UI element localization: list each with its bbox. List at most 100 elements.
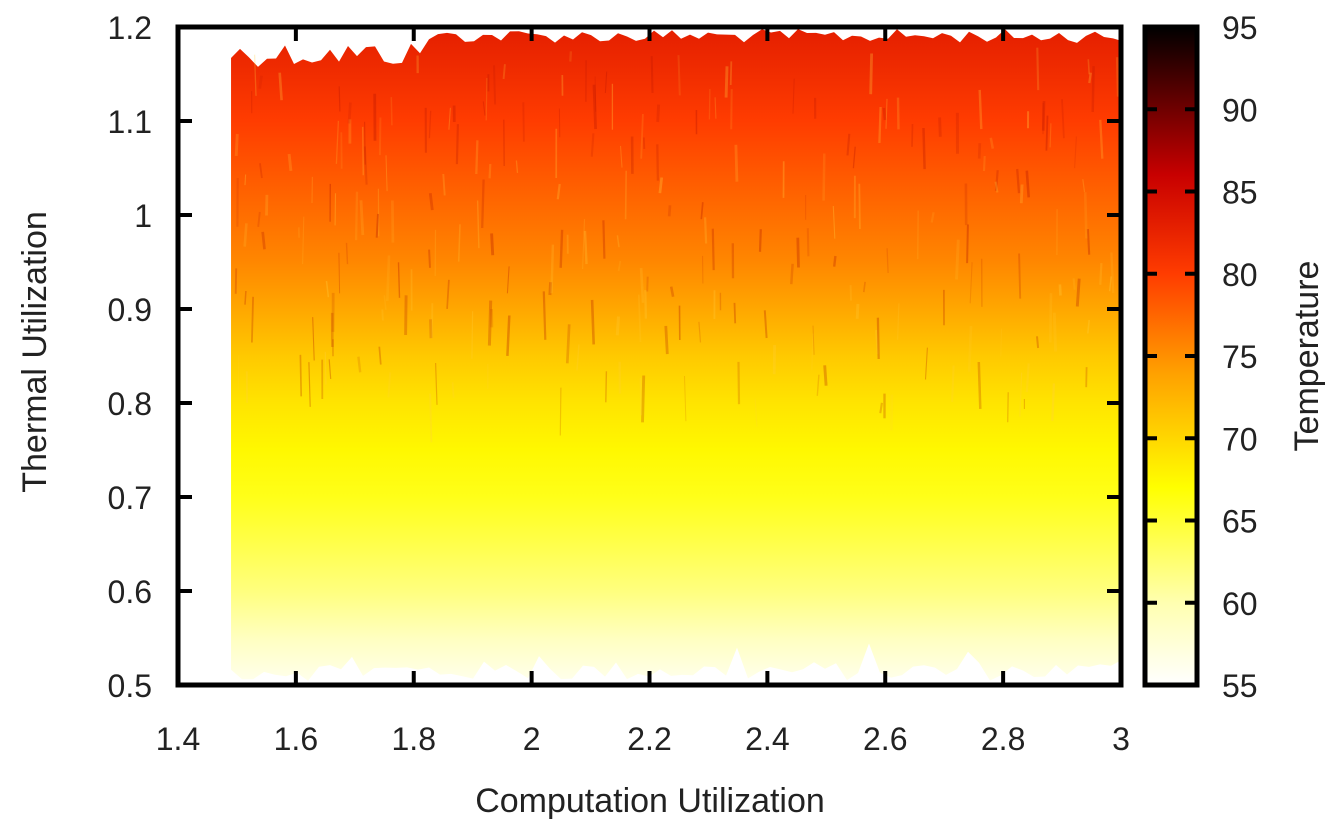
x-tick-labels: 1.4 1.6 1.8 2 2.2 2.4 2.6 2.8 3 [156, 721, 1130, 757]
texture-streak [656, 104, 661, 123]
texture-streak [729, 61, 733, 86]
texture-streak [708, 88, 711, 120]
texture-streak [846, 133, 851, 156]
x-tick-label: 2.6 [863, 721, 907, 757]
colorbar-tick-label: 80 [1222, 257, 1258, 293]
texture-streak [446, 279, 450, 309]
texture-streak [1110, 252, 1115, 293]
colorbar-label: Temperature [1288, 261, 1326, 452]
plot-frame [175, 24, 1124, 688]
texture-streak [1086, 229, 1091, 255]
texture-streak [386, 255, 391, 302]
texture-streak [711, 228, 715, 271]
texture-streak [345, 242, 349, 265]
texture-streak [429, 393, 433, 443]
texture-streak [481, 179, 485, 229]
colorbar-tick-labels: 55 60 65 70 75 80 85 90 95 [1222, 10, 1258, 704]
texture-streak [576, 344, 580, 371]
texture-streak [994, 170, 999, 191]
texture-streak [506, 315, 511, 356]
texture-streak [1025, 170, 1030, 198]
heatmap-top-edge [229, 27, 1121, 67]
texture-streak [347, 102, 352, 124]
texture-streak [1058, 284, 1062, 296]
texture-streak [234, 268, 238, 294]
x-tick-label: 2 [523, 721, 541, 757]
texture-streak [253, 54, 257, 96]
texture-streak [734, 144, 739, 182]
texture-streak [590, 299, 595, 345]
y-tick-label: 0.7 [108, 480, 152, 516]
texture-streak [1019, 184, 1024, 204]
texture-streak [642, 137, 646, 149]
texture-streak [582, 219, 586, 270]
texture-streak [982, 155, 986, 172]
texture-streak [325, 280, 330, 298]
texture-streak [378, 117, 382, 156]
texture-streak [858, 183, 861, 230]
texture-streak [1007, 392, 1009, 423]
texture-streak [522, 102, 525, 142]
texture-streak [1091, 66, 1095, 113]
texture-streak [278, 72, 283, 101]
texture-streak [1045, 115, 1049, 151]
texture-streak [640, 113, 644, 159]
texture-streak [428, 249, 431, 268]
texture-streak [938, 117, 942, 137]
texture-streak [951, 365, 955, 403]
texture-streak [363, 146, 368, 185]
y-tick-label: 1 [134, 198, 152, 234]
texture-streak [338, 252, 341, 294]
texture-streak [476, 200, 480, 249]
texture-streak [1041, 101, 1046, 131]
texture-streak [364, 121, 366, 165]
texture-streak [874, 330, 880, 354]
x-tick-label: 2.4 [745, 721, 789, 757]
texture-streak [1019, 372, 1023, 417]
texture-streak [656, 144, 660, 181]
texture-streak [244, 290, 247, 305]
texture-streak [559, 387, 562, 436]
texture-streak [302, 216, 305, 265]
texture-streak [515, 160, 519, 173]
texture-streak [886, 248, 889, 274]
texture-streak [812, 325, 815, 355]
y-tick-label: 1.1 [108, 104, 152, 140]
colorbar-tick-label: 70 [1222, 421, 1258, 457]
texture-streak [605, 371, 608, 403]
texture-streak [698, 321, 702, 343]
texture-streak [428, 193, 434, 211]
texture-streak [1108, 276, 1112, 292]
texture-streak [487, 300, 493, 346]
texture-streak [1087, 320, 1090, 334]
texture-streak [1099, 263, 1103, 285]
x-tick-label: 2.8 [981, 721, 1025, 757]
texture-streak [882, 107, 887, 121]
texture-streak [1036, 47, 1040, 91]
heatmap-surface [231, 27, 1121, 685]
texture-streak [758, 229, 762, 252]
texture-streak [490, 233, 495, 256]
texture-streak [650, 56, 654, 94]
texture-streak [806, 228, 810, 257]
texture-streak [641, 375, 646, 423]
texture-streak [1025, 363, 1030, 393]
texture-streak [922, 127, 926, 170]
texture-streak [617, 260, 622, 272]
y-tick-label: 1.2 [108, 10, 152, 46]
texture-streak [615, 316, 620, 336]
texture-streak [792, 78, 795, 114]
texture-streak [664, 325, 669, 355]
texture-streak [378, 346, 382, 365]
texture-streak [916, 210, 919, 260]
texture-streak [924, 347, 928, 380]
texture-streak [897, 303, 900, 340]
texture-streak [385, 155, 388, 192]
texture-streak [428, 110, 432, 139]
texture-streak [637, 294, 642, 343]
texture-streak [361, 126, 365, 176]
texture-streak [451, 382, 455, 398]
texture-streak [833, 255, 837, 267]
texture-streak [429, 319, 433, 339]
texture-streak [811, 333, 814, 371]
